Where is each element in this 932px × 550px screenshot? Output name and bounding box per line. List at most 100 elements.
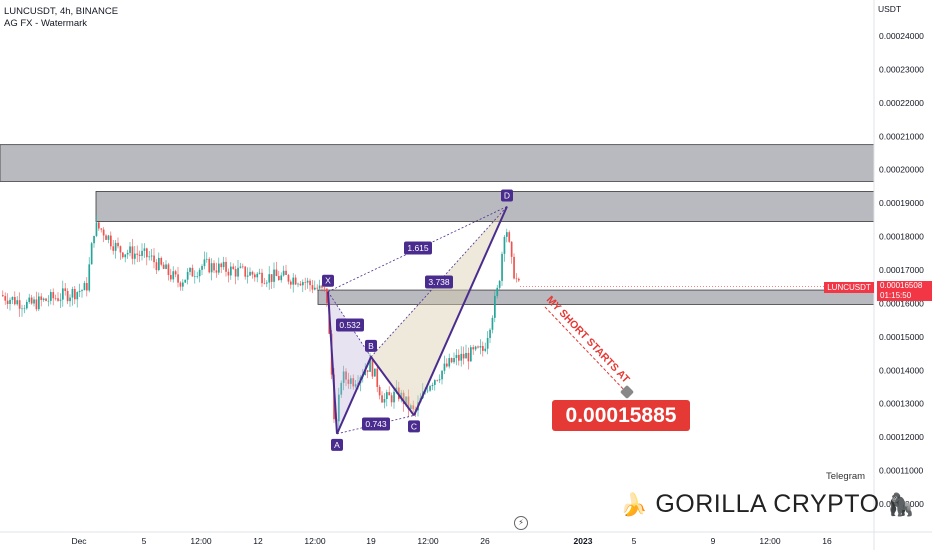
- candle-body: [64, 288, 67, 292]
- candle-body: [388, 392, 391, 396]
- ratio-label: 1.615: [407, 243, 429, 253]
- x-tick-label: 19: [366, 536, 376, 546]
- candle-body: [148, 256, 151, 258]
- candle-body: [114, 242, 117, 251]
- y-tick-label: 0.00018000: [879, 232, 924, 242]
- candle-body: [242, 266, 244, 268]
- candle-body: [462, 353, 465, 359]
- candle-body: [102, 229, 105, 236]
- candle-body: [486, 337, 489, 349]
- candle-body: [395, 387, 398, 392]
- candle-body: [412, 405, 415, 410]
- candle-body: [167, 264, 170, 276]
- candle-body: [510, 241, 513, 257]
- candle-body: [18, 300, 21, 309]
- candle-body: [321, 285, 323, 288]
- target-price-badge: 0.00015885: [552, 400, 690, 431]
- candle-body: [14, 297, 16, 305]
- candle-body: [381, 395, 383, 403]
- candle-body: [6, 300, 9, 305]
- candle-body: [256, 273, 259, 278]
- candle-body: [518, 278, 520, 281]
- candle-body: [54, 298, 57, 299]
- ratio-label-box: [425, 275, 453, 289]
- candle-body: [155, 262, 158, 271]
- candle-body: [460, 353, 463, 361]
- candle-body: [170, 275, 172, 280]
- pattern-point-marker: [408, 420, 420, 433]
- arrow-line: [544, 306, 628, 394]
- candle-body: [78, 291, 81, 293]
- candle-body: [119, 246, 122, 253]
- candle-body: [299, 283, 302, 286]
- zone-rect: [0, 144, 875, 182]
- y-tick-label: 0.00020000: [879, 165, 924, 175]
- candle-body: [263, 283, 266, 284]
- candle-body: [254, 274, 256, 278]
- x-tick-label: 5: [142, 536, 147, 546]
- candle-body: [184, 279, 187, 283]
- candle-body: [266, 282, 268, 284]
- candle-body: [506, 232, 508, 237]
- candle-body: [410, 405, 412, 410]
- candle-body: [174, 271, 177, 275]
- candle-body: [508, 232, 511, 242]
- candle-body: [438, 379, 441, 381]
- candle-body: [52, 292, 55, 299]
- ratio-label: 0.532: [339, 320, 361, 330]
- pattern-ratio-line: [336, 415, 415, 435]
- candle-body: [390, 395, 393, 403]
- candle-body: [131, 246, 134, 259]
- y-tick-label: 0.00024000: [879, 31, 924, 41]
- candle-body: [93, 235, 95, 244]
- candle-body: [11, 297, 14, 300]
- candle-body: [40, 296, 43, 300]
- candle-body: [162, 264, 165, 269]
- candle-body: [270, 274, 273, 282]
- candle-body: [218, 263, 220, 273]
- price-axis[interactable]: 0.00024000 0.00023000 0.00022000 0.00021000…: [879, 31, 924, 509]
- candle-body: [165, 264, 167, 269]
- candle-body: [146, 248, 148, 258]
- candle-body: [124, 254, 127, 258]
- x-tick-label: 9: [711, 536, 716, 546]
- candle-body: [2, 295, 4, 297]
- candle-body: [352, 378, 355, 387]
- tradingview-logo-icon[interactable]: ⚡: [514, 516, 528, 530]
- candle-body: [470, 347, 472, 362]
- candle-body: [474, 346, 477, 350]
- pattern-point-label: B: [368, 341, 374, 351]
- time-axis[interactable]: Dec 5 12:00 12 12:00 19 12:00 26 2023 5 9 12:00 16: [71, 536, 832, 546]
- candle-body: [134, 253, 136, 259]
- candle-body: [203, 259, 206, 267]
- candle-body: [105, 235, 107, 240]
- candle-body: [249, 271, 251, 276]
- candle-body: [482, 346, 484, 351]
- candle-body: [350, 378, 352, 384]
- pattern-ratio-line: [327, 206, 508, 293]
- y-tick-label: 0.00014000: [879, 365, 924, 375]
- y-tick-label: 0.00022000: [879, 98, 924, 108]
- candle-body: [90, 243, 93, 265]
- candle-body: [234, 269, 237, 277]
- candle-body: [282, 270, 285, 276]
- candle-body: [95, 222, 98, 236]
- candle-body: [429, 386, 431, 391]
- y-tick-label: 0.00021000: [879, 131, 924, 141]
- candle-body: [112, 246, 115, 251]
- y-tick-label: 0.00019000: [879, 198, 924, 208]
- x-tick-label: 12:00: [417, 536, 439, 546]
- candle-body: [69, 297, 71, 302]
- candle-body: [465, 352, 467, 359]
- candle-body: [340, 382, 343, 395]
- candle-body: [143, 248, 146, 251]
- candle-body: [426, 390, 429, 392]
- candle-body: [177, 274, 179, 283]
- candle-body: [498, 280, 501, 288]
- y-tick-label: 0.00015000: [879, 332, 924, 342]
- candle-body: [86, 283, 88, 291]
- candle-body: [402, 392, 405, 404]
- candle-body: [196, 276, 199, 277]
- candle-body: [503, 236, 506, 254]
